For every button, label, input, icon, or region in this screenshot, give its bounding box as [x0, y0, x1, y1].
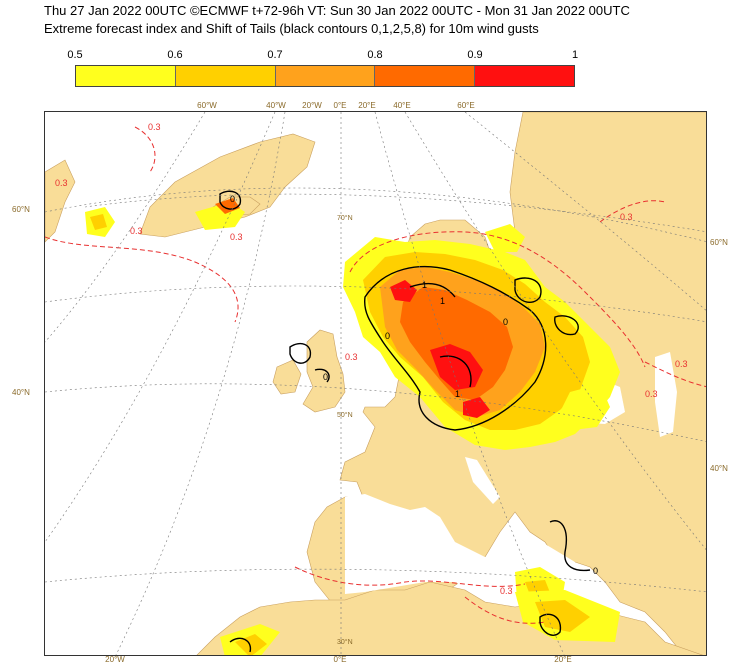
colorbar-segment-2	[275, 66, 376, 86]
efi-0.3-contour-europe	[349, 231, 646, 368]
lat-label-left: 60°N	[12, 205, 30, 214]
efi-0.3-contour-atlantic	[45, 236, 239, 323]
colorbar-segment-1	[175, 66, 276, 86]
lat-label-inner: 70°N	[337, 214, 353, 222]
sot-label: 0	[323, 372, 328, 382]
lat-label-inner: 30°N	[337, 638, 353, 646]
parallel-50	[45, 285, 706, 322]
sot-0-contour-east-2	[554, 315, 579, 336]
sot-contours	[219, 190, 591, 653]
efi-0.5-scandinavia-north	[485, 224, 525, 252]
adriatic	[465, 457, 500, 504]
parallel-70	[84, 193, 706, 232]
sot-0-contour-east	[514, 277, 542, 304]
colorbar-segment-4	[475, 66, 574, 86]
efi-0.3-contour-mediterranean	[294, 566, 526, 587]
lon-label-top: 20°W	[302, 101, 322, 110]
efi-0.3-contour-greenland	[134, 126, 156, 173]
lon-label-top: 40°E	[393, 101, 411, 110]
colorbar-tick-label: 0.9	[467, 49, 483, 61]
efi-0.3-label: 0.3	[345, 352, 358, 362]
efi-0.3-label: 0.3	[645, 389, 658, 399]
meridian-60e	[464, 112, 706, 311]
lat-label-right: 60°N	[710, 238, 728, 247]
efi-0.3-label: 0.3	[55, 178, 68, 188]
map-canvas: 1 1 0 0 1 0 0 0 0.3 0.3 0.3 0.3 0.3 0.3 …	[45, 112, 706, 655]
parallel-60	[45, 187, 706, 242]
parallel-40	[45, 383, 706, 442]
sot-0-contour-uk	[289, 342, 312, 364]
sot-label: 0	[230, 194, 235, 204]
sot-label: 1	[455, 389, 460, 399]
sot-0-contour-greenland	[219, 190, 242, 210]
lon-label-bottom: 0°E	[333, 655, 347, 664]
lat-label-inner: 50°N	[337, 411, 353, 419]
sot-0-contour-morocco	[229, 637, 252, 653]
efi-0.9-north	[390, 280, 417, 302]
efi-0.8-europe	[400, 287, 513, 400]
efi-0.5-black-sea	[560, 384, 610, 430]
efi-0.9-south	[463, 397, 490, 418]
canada	[45, 159, 76, 243]
efi-0.9-central	[430, 344, 483, 390]
map-title-line-2: Extreme forecast index and Shift of Tail…	[44, 21, 539, 36]
parallel-30	[45, 568, 706, 593]
lon-label-top: 60°W	[197, 101, 217, 110]
meridian-40w	[45, 112, 276, 543]
efi-0.3-label: 0.3	[148, 122, 161, 132]
lat-label-right: 40°N	[710, 464, 728, 473]
efi-0.3-label: 0.3	[230, 232, 243, 242]
sot-0-contour-main	[363, 265, 547, 431]
graticule	[45, 112, 706, 655]
meridian-20w	[115, 112, 286, 655]
lon-label-bottom: 20°W	[105, 655, 125, 664]
map-title-line-1: Thu 27 Jan 2022 00UTC ©ECMWF t+72-96h VT…	[44, 3, 630, 18]
colorbar-tick-label: 1	[571, 49, 579, 61]
sot-label: 0	[593, 566, 598, 576]
colorbar-tick-label: 0.8	[367, 49, 383, 61]
meridian-20e	[374, 112, 565, 655]
meridian-40e	[404, 112, 706, 550]
caspian-sea	[655, 352, 677, 437]
efi-0.3-label: 0.3	[620, 212, 633, 222]
sot-0-contour-uk-2	[314, 368, 330, 383]
colorbar	[75, 65, 575, 87]
sot-label: 1	[422, 280, 427, 290]
sot-label: 0	[503, 317, 508, 327]
efi-0.3-contour-east	[644, 361, 706, 388]
efi-0.6-atlantic	[90, 214, 107, 230]
great-britain	[302, 329, 346, 413]
colorbar-tick-label: 0.5	[67, 49, 83, 61]
sot-label: 1	[440, 296, 445, 306]
efi-0.3-contour-baltic	[599, 200, 666, 223]
efi-0.6-libya	[535, 600, 590, 632]
sot-1-contour-central	[439, 355, 472, 388]
efi-0.3-contour-nafrica	[464, 596, 546, 624]
lon-label-top: 0°E	[333, 101, 347, 110]
efi-0.3-label: 0.3	[675, 359, 688, 369]
lon-label-bottom: 20°E	[554, 655, 572, 664]
sot-0-contour-tunisia	[539, 613, 562, 636]
sot-0-contour-italy	[549, 520, 591, 572]
colorbar-segment-3	[375, 66, 476, 86]
colorbar-segment-0	[76, 66, 176, 86]
efi-shading	[85, 198, 620, 655]
lat-label-left: 40°N	[12, 388, 30, 397]
efi-0.8-greenland	[215, 198, 240, 214]
efi-0.3-contours	[45, 126, 706, 624]
map-panel: 1 1 0 0 1 0 0 0 0.3 0.3 0.3 0.3 0.3 0.3 …	[44, 111, 707, 656]
efi-0.3-label: 0.3	[130, 226, 143, 236]
lon-label-top: 40°W	[266, 101, 286, 110]
lon-label-top: 60°E	[457, 101, 475, 110]
sot-1-contour-north	[409, 282, 456, 298]
sot-label: 0	[385, 331, 390, 341]
colorbar-tick-label: 0.6	[167, 49, 183, 61]
colorbar-tick-label: 0.7	[267, 49, 283, 61]
efi-0.3-label: 0.3	[500, 586, 513, 596]
lon-label-top: 20°E	[358, 101, 376, 110]
